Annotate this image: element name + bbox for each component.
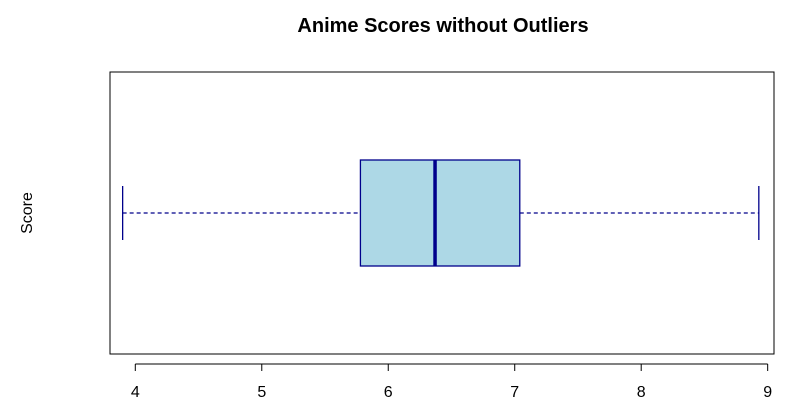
x-tick-label: 9	[763, 384, 772, 401]
x-tick-label: 7	[510, 384, 519, 401]
interquartile-box	[359, 159, 521, 267]
x-tick-label: 8	[637, 384, 646, 401]
x-tick-label: 6	[384, 384, 393, 401]
chart-title: Anime Scores without Outliers	[297, 15, 588, 37]
plot-frame	[109, 71, 775, 355]
x-tick-label: 5	[257, 384, 266, 401]
x-axis: 4 5 6 7 8 9	[131, 363, 772, 401]
x-tick-label: 4	[131, 384, 140, 401]
box-plot	[121, 159, 760, 267]
y-axis-label: Score	[19, 192, 36, 234]
